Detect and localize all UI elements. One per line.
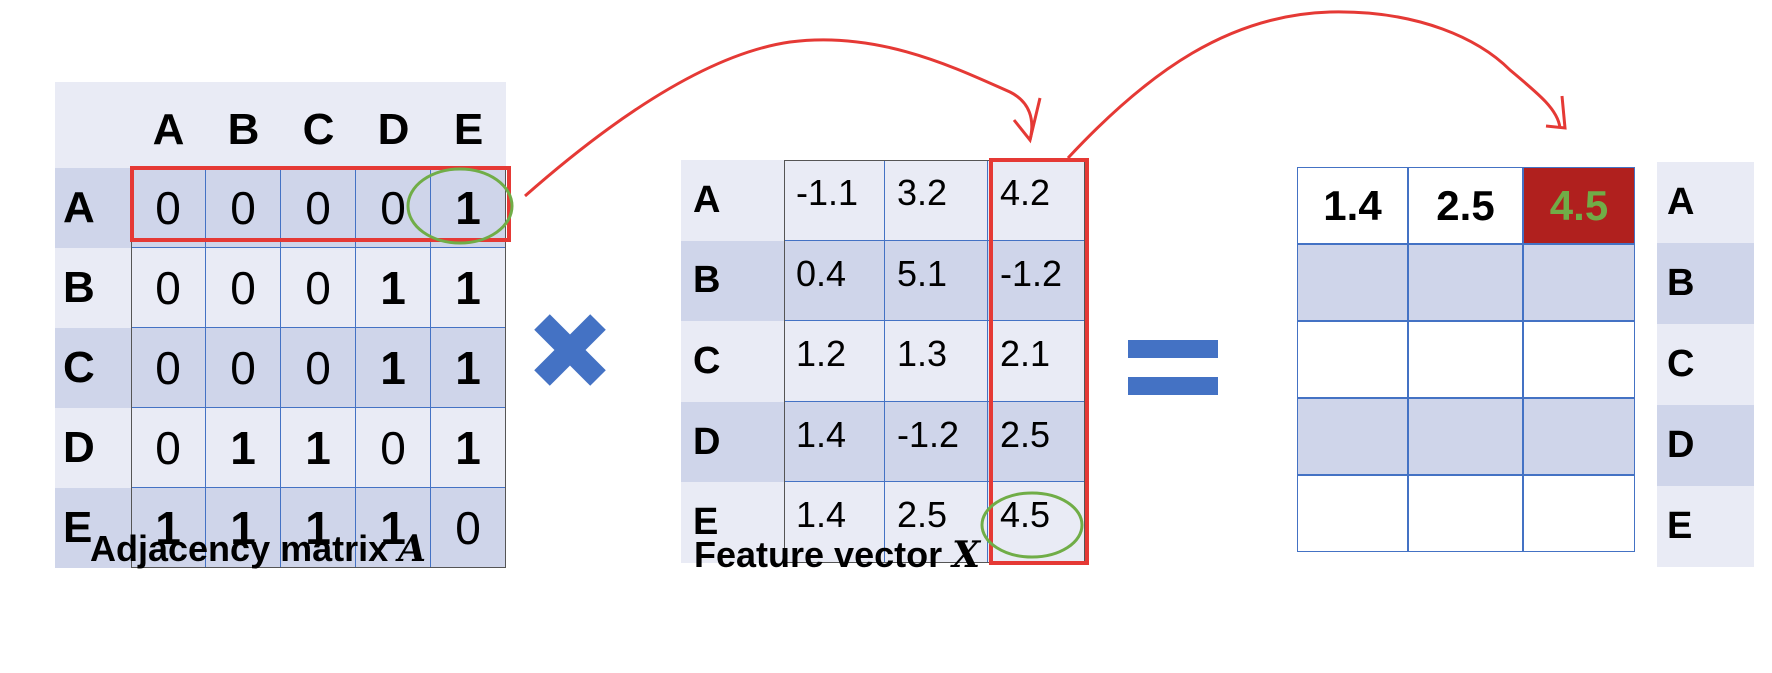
result-cell <box>1523 321 1635 398</box>
result-cell <box>1408 475 1523 552</box>
result-cell <box>1297 244 1408 321</box>
adjacency-cell: 1 <box>131 488 206 568</box>
result-cell <box>1408 398 1523 475</box>
adjacency-cell: 0 <box>131 248 206 328</box>
feature-cell: 0.4 <box>784 240 885 322</box>
feature-row-bg <box>681 321 1085 402</box>
adjacency-cell: 0 <box>206 328 281 408</box>
result-cell <box>1297 475 1408 552</box>
result-cell: 1.4 <box>1297 167 1408 244</box>
feature-grid-border <box>784 160 1085 563</box>
result-cell <box>1297 321 1408 398</box>
adjacency-column-header: B <box>227 105 260 154</box>
adjacency-cell: 0 <box>281 248 356 328</box>
adjacency-cell: 1 <box>356 248 431 328</box>
adjacency-row-highlight <box>130 166 511 242</box>
multiply-icon <box>534 314 606 386</box>
feature-cell: 1.2 <box>784 321 885 402</box>
adjacency-symbol: A <box>398 528 427 570</box>
result-cell <box>1408 244 1523 321</box>
feature-cell: 1.3 <box>885 321 988 402</box>
adjacency-cell: 0 <box>356 408 431 488</box>
feature-row-header: C <box>693 339 721 382</box>
feature-symbol: X <box>952 534 981 576</box>
adjacency-column-header: D <box>377 105 410 154</box>
feature-caption-text: Feature vector <box>694 534 943 575</box>
adjacency-cell: 0 <box>281 168 356 248</box>
adjacency-cell: 0 <box>131 408 206 488</box>
result-cell <box>1523 244 1635 321</box>
result-row-label: D <box>1657 405 1754 486</box>
adjacency-cell: 0 <box>356 168 431 248</box>
adjacency-caption-text: Adjacency matrix <box>90 528 389 569</box>
adjacency-cell: 0 <box>131 168 206 248</box>
result-row-label: E <box>1657 486 1754 567</box>
feature-row-bg <box>681 160 1085 241</box>
feature-row-header: E <box>693 501 719 544</box>
feature-cell: 5.1 <box>885 240 988 322</box>
result-cell <box>1523 475 1635 552</box>
adjacency-cell: 0 <box>281 328 356 408</box>
feature-cell: -1.2 <box>885 401 988 483</box>
adjacency-cell: 0 <box>206 168 281 248</box>
feature-value-circle <box>980 491 1084 559</box>
adjacency-column-header: C <box>302 105 335 154</box>
adjacency-row-header: E <box>63 503 93 552</box>
arrow-column-to-result <box>1066 10 1567 160</box>
feature-row-bg <box>681 240 1085 322</box>
result-cell <box>1523 398 1635 475</box>
adjacency-row-header: A <box>63 183 95 232</box>
adjacency-caption: Adjacency matrix A <box>90 528 426 570</box>
feature-cell: 3.2 <box>885 160 988 241</box>
adjacency-cell: 1 <box>356 328 431 408</box>
equals-icon <box>1128 340 1218 395</box>
feature-cell: 2.1 <box>988 321 1085 402</box>
adjacency-cell: 0 <box>131 328 206 408</box>
result-row-label: B <box>1657 243 1754 324</box>
adjacency-row-header: B <box>63 263 95 312</box>
feature-cell: 1.4 <box>784 401 885 483</box>
adjacency-column-header: A <box>152 105 185 154</box>
arrow-row-to-column <box>524 38 1042 198</box>
result-row-label: A <box>1657 162 1754 243</box>
feature-caption: Feature vector X <box>694 534 980 576</box>
feature-cell: -1.2 <box>988 240 1085 322</box>
adjacency-row-header: D <box>63 423 95 472</box>
adjacency-cell: 1 <box>206 408 281 488</box>
adjacency-row-header: C <box>63 343 95 392</box>
result-cell <box>1297 398 1408 475</box>
adjacency-value-circle <box>406 167 514 245</box>
feature-row-bg <box>681 401 1085 483</box>
feature-row-header: D <box>693 420 721 463</box>
feature-row-header: A <box>693 178 721 221</box>
result-cell-highlight: 4.5 <box>1523 167 1635 244</box>
feature-row-header: B <box>693 259 721 302</box>
adjacency-column-header: E <box>453 105 484 154</box>
feature-row-bg <box>681 482 1085 563</box>
feature-cell: -1.1 <box>784 160 885 241</box>
adjacency-cell: 0 <box>206 248 281 328</box>
adjacency-header-bg <box>55 82 506 168</box>
feature-column-highlight <box>989 158 1089 565</box>
result-row-label: C <box>1657 324 1754 405</box>
result-cell <box>1408 321 1523 398</box>
result-cell: 2.5 <box>1408 167 1523 244</box>
adjacency-cell: 1 <box>281 408 356 488</box>
